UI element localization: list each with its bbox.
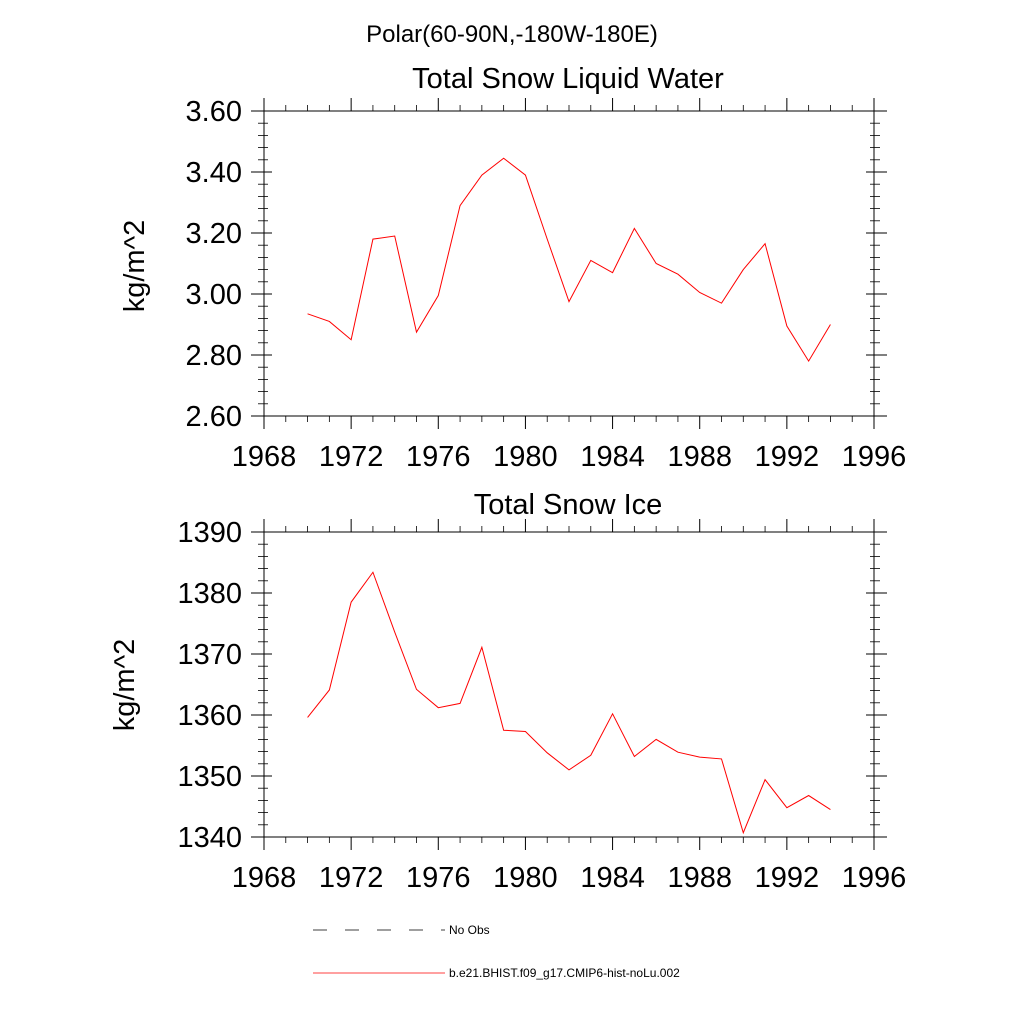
tick-labels: 1968 1972 1976 1980 1984 1988 1992 1996 2.60 2.80… xyxy=(186,96,907,473)
y-tick-label: 1360 xyxy=(177,700,242,732)
x-tick-label: 1984 xyxy=(580,862,645,894)
x-tick-label: 1992 xyxy=(755,441,820,473)
panel-title: Total Snow Ice xyxy=(474,489,663,521)
y-tick-label: 1380 xyxy=(177,578,242,610)
y-tick-label: 1390 xyxy=(177,517,242,549)
y-tick-label: 2.80 xyxy=(186,340,242,372)
legend-item-no-obs: No Obs xyxy=(313,923,490,937)
y-tick-label: 3.40 xyxy=(186,157,242,189)
y-tick-label: 2.60 xyxy=(186,401,242,433)
series-layer xyxy=(307,157,831,363)
x-tick-label: 1968 xyxy=(232,862,297,894)
legend-item-model-run: b.e21.BHIST.f09_g17.CMIP6-hist-noLu.002 xyxy=(313,966,680,980)
x-tick-label: 1992 xyxy=(755,862,820,894)
y-tick-label: 3.60 xyxy=(186,96,242,128)
tick-labels: 1968 1972 1976 1980 1984 1988 1992 1996 1340 1350… xyxy=(177,517,906,894)
x-tick-label: 1968 xyxy=(232,441,297,473)
legend-label: No Obs xyxy=(449,923,490,937)
series-layer xyxy=(307,571,831,835)
x-tick-label: 1988 xyxy=(667,441,732,473)
x-tick-label: 1980 xyxy=(493,441,558,473)
legend: No Obs b.e21.BHIST.f09_g17.CMIP6-hist-no… xyxy=(313,923,680,980)
x-tick-label: 1996 xyxy=(842,862,907,894)
axis-ticks xyxy=(251,98,887,429)
x-tick-label: 1984 xyxy=(580,441,645,473)
y-tick-label: 1350 xyxy=(177,761,242,793)
x-tick-label: 1996 xyxy=(842,441,907,473)
x-tick-label: 1988 xyxy=(667,862,732,894)
series-line xyxy=(307,157,831,363)
x-tick-label: 1972 xyxy=(319,862,384,894)
y-axis-label: kg/m^2 xyxy=(119,220,151,313)
main-title: Polar(60-90N,-180W-180E) xyxy=(366,21,658,48)
plot-frame xyxy=(263,531,875,838)
x-tick-label: 1972 xyxy=(319,441,384,473)
y-tick-label: 1340 xyxy=(177,822,242,854)
x-tick-label: 1976 xyxy=(406,441,471,473)
legend-label: b.e21.BHIST.f09_g17.CMIP6-hist-noLu.002 xyxy=(449,966,680,980)
panel-snow-ice: Total Snow Ice kg/m^2 1968 1972 1976 1980 19… xyxy=(109,489,906,894)
plot-frame xyxy=(263,110,875,417)
y-axis-label: kg/m^2 xyxy=(109,639,141,732)
x-tick-label: 1976 xyxy=(406,862,471,894)
series-line xyxy=(307,571,831,835)
panel-title: Total Snow Liquid Water xyxy=(412,63,724,95)
y-tick-label: 1370 xyxy=(177,639,242,671)
panel-snow-liquid-water: Total Snow Liquid Water kg/m^2 1968 1972 1… xyxy=(119,63,906,473)
y-tick-label: 3.20 xyxy=(186,218,242,250)
axis-ticks xyxy=(251,519,887,850)
x-tick-label: 1980 xyxy=(493,862,558,894)
y-tick-label: 3.00 xyxy=(186,279,242,311)
